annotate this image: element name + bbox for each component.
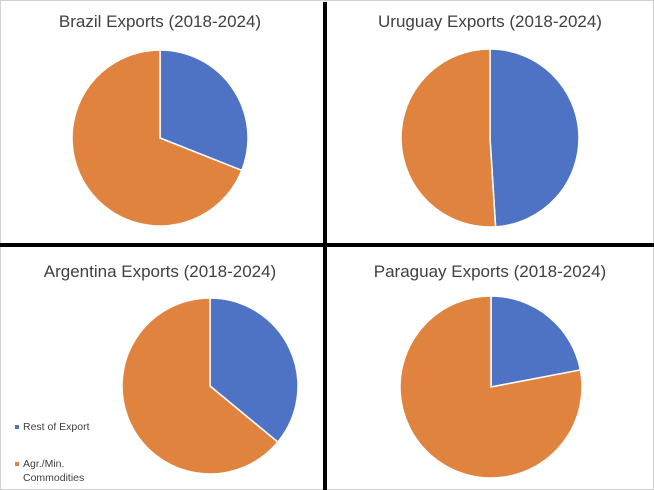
chart-title-paraguay: Paraguay Exports (2018-2024) xyxy=(374,262,606,281)
legend-swatch-agr xyxy=(15,462,19,466)
pie-slice-paraguay-rest-of-export xyxy=(490,295,582,388)
horizontal-divider xyxy=(0,243,654,247)
pie-slice-brazil-agr-min-commodities xyxy=(71,49,243,227)
legend-label-agr: Agr./Min. xyxy=(23,458,64,470)
legend-label-rest: Rest of Export xyxy=(23,421,90,433)
legend-swatch-rest xyxy=(15,425,19,429)
legend: Rest of Export Agr./Min. Commodities xyxy=(15,421,90,484)
pie-slice-uruguay-agr-min-commodities xyxy=(400,48,497,228)
chart-title-brazil: Brazil Exports (2018-2024) xyxy=(59,12,261,31)
pie-slice-paraguay-agr-min-commodities xyxy=(399,295,583,479)
legend-label-agr-line2: Commodities xyxy=(23,472,84,484)
chart-title-argentina: Argentina Exports (2018-2024) xyxy=(44,262,276,281)
pie-slice-argentina-agr-min-commodities xyxy=(121,297,279,475)
pie-slice-brazil-rest-of-export xyxy=(159,49,249,172)
pie-slice-uruguay-rest-of-export xyxy=(489,48,580,228)
pie-slice-argentina-rest-of-export xyxy=(209,297,299,444)
chart-title-uruguay: Uruguay Exports (2018-2024) xyxy=(378,12,602,31)
